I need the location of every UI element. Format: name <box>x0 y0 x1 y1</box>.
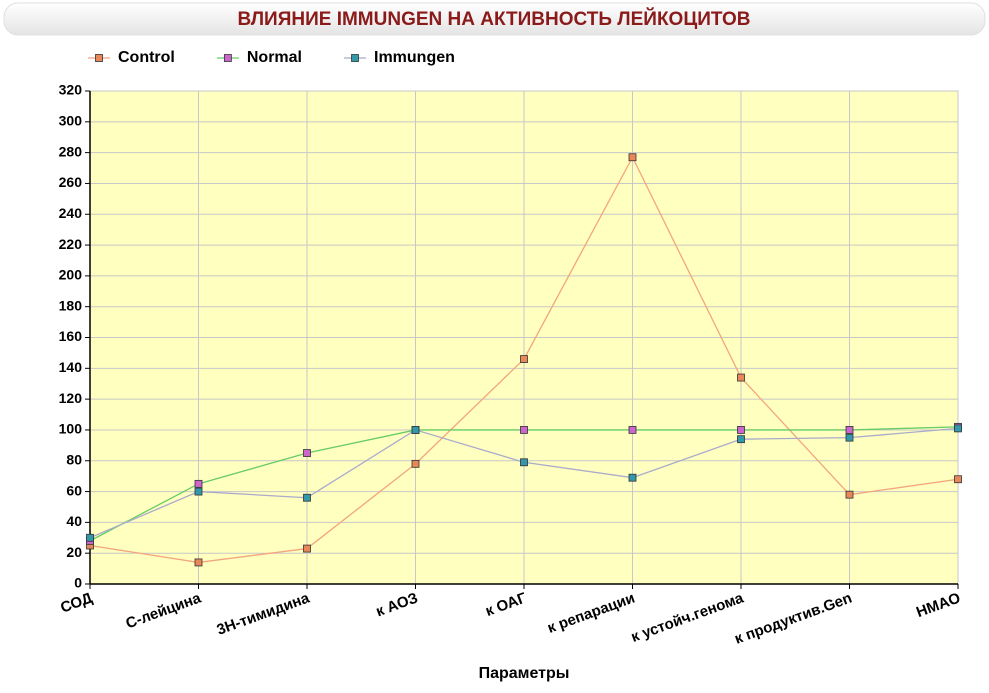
legend-label: Immungen <box>374 49 455 66</box>
x-tick-label: НМАО <box>914 589 963 621</box>
data-marker <box>194 487 203 496</box>
y-tick-label: 0 <box>74 575 82 591</box>
data-marker <box>628 473 637 482</box>
y-tick-label: 200 <box>59 267 83 283</box>
data-marker <box>303 449 311 457</box>
data-marker <box>303 493 311 502</box>
data-marker <box>520 426 528 434</box>
data-marker <box>303 544 311 553</box>
y-tick-label: 220 <box>59 236 83 252</box>
data-marker <box>737 426 745 434</box>
data-marker <box>845 433 854 442</box>
y-tick-label: 20 <box>66 544 82 560</box>
data-marker <box>520 355 528 363</box>
data-marker <box>737 373 745 382</box>
data-marker <box>411 459 420 468</box>
data-marker <box>954 424 962 433</box>
legend-marker <box>223 54 232 62</box>
data-marker <box>411 426 420 434</box>
y-tick-label: 300 <box>59 113 83 129</box>
data-marker <box>628 426 637 434</box>
data-marker <box>194 479 203 488</box>
x-tick-label: С-лейцина <box>124 589 204 632</box>
y-tick-label: 140 <box>59 359 83 375</box>
data-marker <box>954 475 962 484</box>
data-marker <box>737 435 745 444</box>
y-tick-label: 320 <box>59 82 83 98</box>
x-tick-label: к ОАГ <box>483 589 529 620</box>
x-tick-label: к АОЗ <box>374 590 421 621</box>
title-bar <box>3 2 986 36</box>
chart-title: ВЛИЯНИЕ IMMUNGEN НА АКТИВНОСТЬ ЛЕЙКОЦИТО… <box>237 8 750 30</box>
data-marker <box>86 533 94 542</box>
x-tick-label: СОД <box>58 589 95 616</box>
data-marker <box>845 490 854 499</box>
legend-label: Normal <box>247 49 302 66</box>
y-tick-label: 160 <box>59 328 83 344</box>
y-tick-label: 260 <box>59 174 83 190</box>
y-tick-label: 40 <box>66 513 82 529</box>
data-marker <box>845 426 854 434</box>
data-marker <box>520 458 528 467</box>
y-tick-label: 240 <box>59 205 83 221</box>
y-tick-label: 80 <box>66 451 82 467</box>
data-marker <box>628 153 637 162</box>
legend-label: Control <box>118 49 175 66</box>
x-tick-label: к репарации <box>545 590 637 637</box>
x-tick-label: 3Н-тимидина <box>215 589 313 638</box>
y-tick-label: 60 <box>66 482 82 498</box>
legend-marker <box>95 54 103 62</box>
y-tick-label: 120 <box>59 390 83 406</box>
data-marker <box>194 558 203 567</box>
legend-marker <box>351 54 359 62</box>
x-axis-title: Параметры <box>479 665 570 682</box>
y-tick-label: 280 <box>59 143 83 159</box>
y-tick-label: 180 <box>59 297 83 313</box>
x-tick-label: к устойч.генома <box>629 589 747 646</box>
x-tick-label: к продуктив.Gen <box>732 590 854 648</box>
y-tick-label: 100 <box>59 421 83 437</box>
